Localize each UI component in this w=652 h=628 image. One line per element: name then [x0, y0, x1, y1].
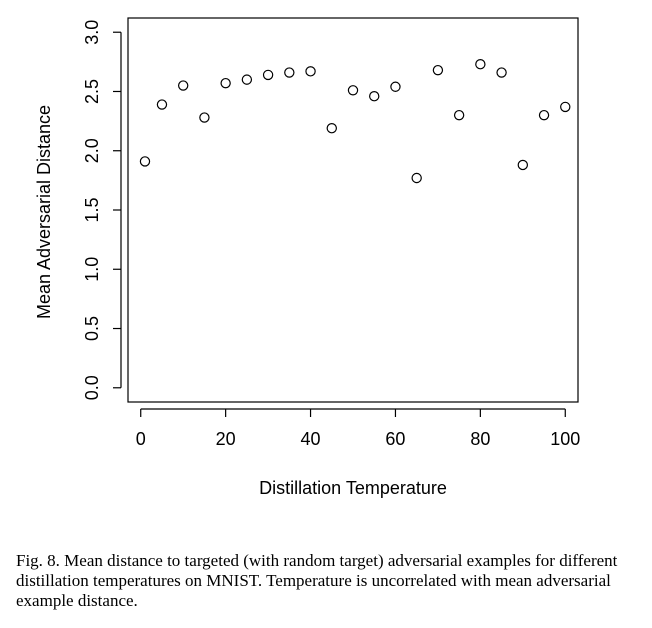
y-tick-label: 2.0	[82, 138, 102, 163]
data-point	[262, 69, 274, 81]
data-point	[347, 85, 359, 96]
data-point	[199, 112, 210, 123]
x-tick-label: 40	[301, 429, 321, 449]
data-point	[241, 74, 253, 85]
data-point	[284, 67, 295, 78]
y-tick-label: 3.0	[82, 20, 102, 45]
data-point	[156, 99, 168, 110]
figure-caption: Fig. 8. Mean distance to targeted (with …	[16, 551, 618, 610]
data-point	[538, 109, 550, 121]
x-axis: 0 20 40 60 80 100	[136, 408, 580, 449]
data-point	[390, 81, 401, 92]
y-tick-label: 0.0	[82, 375, 102, 400]
data-point	[453, 109, 465, 121]
x-axis-label: Distillation Temperature	[259, 478, 447, 498]
x-tick-label: 20	[216, 429, 236, 449]
data-point	[496, 67, 507, 78]
data-point	[177, 80, 189, 91]
y-axis-label: Mean Adversarial Distance	[34, 105, 54, 319]
y-tick-label: 1.0	[82, 257, 102, 282]
data-point	[517, 159, 529, 171]
y-tick-label: 2.5	[82, 79, 102, 104]
scatter-chart: 0 20 40 60 80 100 0.0 0.5 1.0 1.5 2.0 2.5 3.0 Disti…	[34, 17, 580, 498]
data-point	[139, 156, 151, 167]
x-tick-label: 100	[550, 429, 580, 449]
x-tick-label: 0	[136, 429, 146, 449]
x-tick-label: 80	[470, 429, 490, 449]
data-point	[475, 59, 486, 70]
x-tick-label: 60	[385, 429, 405, 449]
data-point	[305, 66, 316, 77]
y-axis: 0.0 0.5 1.0 1.5 2.0 2.5 3.0	[82, 20, 122, 400]
data-point	[369, 91, 380, 102]
data-point	[560, 101, 571, 113]
data-point	[326, 123, 337, 134]
data-point	[432, 64, 444, 76]
plot-frame	[127, 17, 579, 403]
data-point	[220, 77, 231, 89]
data-point	[411, 172, 422, 184]
data-points	[139, 59, 571, 184]
y-tick-label: 0.5	[82, 316, 102, 341]
y-tick-label: 1.5	[82, 197, 102, 222]
